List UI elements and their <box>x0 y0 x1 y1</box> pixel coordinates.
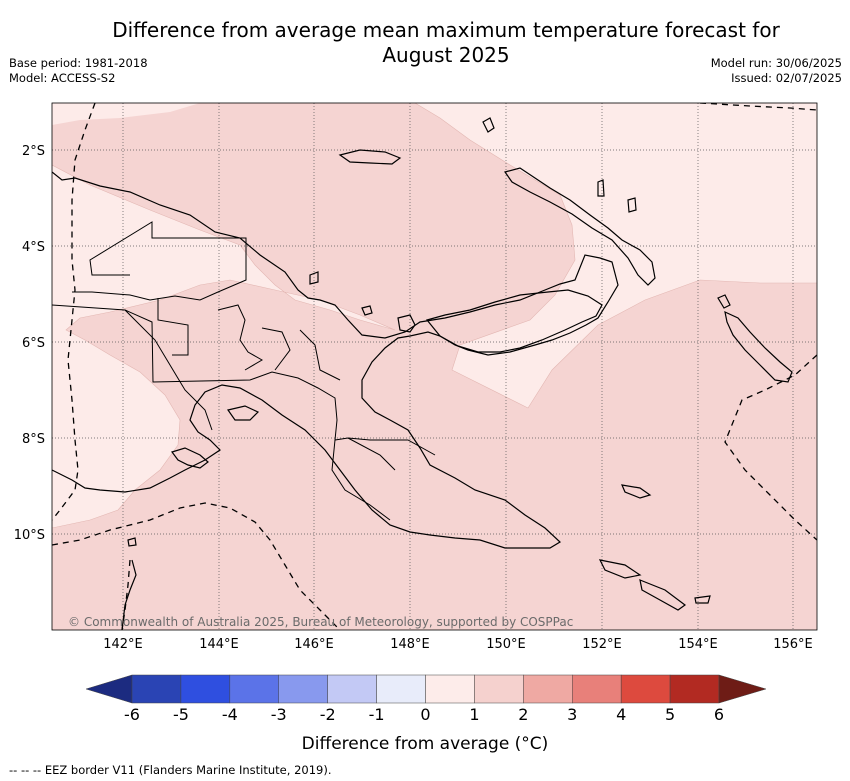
copyright-text: © Commonwealth of Australia 2025, Bureau… <box>68 615 573 629</box>
colorbar-title: Difference from average (°C) <box>302 734 549 754</box>
map-frame <box>51 102 818 631</box>
title-line-1: Difference from average mean maximum tem… <box>112 18 780 42</box>
island-6 <box>597 179 605 197</box>
colorbar-bin <box>572 674 622 704</box>
island-4 <box>482 117 495 133</box>
colorbar-bin <box>669 674 720 704</box>
colorbar-boxes <box>131 674 720 704</box>
y-tick-label: 8°S <box>22 432 45 447</box>
colorbar-bin <box>523 674 573 704</box>
island-7 <box>621 484 652 499</box>
x-tick-label: 148°E <box>390 637 430 652</box>
colorbar-label: -4 <box>222 705 238 724</box>
colorbar-bin <box>229 674 279 704</box>
new-guinea-coast <box>52 171 619 549</box>
island-9 <box>639 579 687 611</box>
colorbar-label: 3 <box>567 705 577 724</box>
colorbar-label: 4 <box>616 705 626 724</box>
x-tick-label: 150°E <box>486 637 526 652</box>
island-5 <box>627 197 637 213</box>
manus-coast <box>338 149 402 165</box>
colorbar-bin <box>278 674 328 704</box>
colorbar-label: 5 <box>665 705 675 724</box>
x-tick-label: 142°E <box>103 637 143 652</box>
x-tick-label: 152°E <box>582 637 622 652</box>
cape-york-coast <box>121 559 137 630</box>
island-11 <box>227 405 260 421</box>
colorbar-labels: -6 -5 -4 -3 -2 -1 0 1 2 3 4 5 6 <box>124 705 724 724</box>
island-8 <box>598 559 642 579</box>
colorbar-label: -5 <box>173 705 189 724</box>
x-tick-label: 154°E <box>678 637 718 652</box>
island-1 <box>309 271 319 285</box>
colorbar-label: -2 <box>320 705 336 724</box>
y-tick-label: 4°S <box>22 240 45 255</box>
eez-borders <box>52 103 817 630</box>
colorbar-bin <box>327 674 377 704</box>
island-10 <box>694 595 711 604</box>
issued-date: Issued: 02/07/2025 <box>731 71 842 85</box>
new-ireland-coast <box>504 167 656 286</box>
model-run: Model run: 30/06/2025 <box>710 56 842 70</box>
province-borders <box>72 221 436 521</box>
colorbar-label: 6 <box>714 705 724 724</box>
meta-right: Model run: 30/06/2025 Issued: 02/07/2025 <box>711 56 842 86</box>
x-axis-labels: 142°E 144°E 146°E 148°E 150°E 152°E 154°… <box>103 637 813 652</box>
colorbar-bin <box>620 674 671 704</box>
anomaly-zone-0-1-top <box>52 103 200 125</box>
anomaly-zone-0-1-north <box>414 103 817 409</box>
bougainville-coast <box>724 310 793 383</box>
colorbar-label: 0 <box>420 705 430 724</box>
eez-legend-note: -- -- -- EEZ border V11 (Flanders Marine… <box>9 763 332 777</box>
torres-islands <box>127 537 137 547</box>
colorbar-bin <box>376 674 426 704</box>
map-panel: © Commonwealth of Australia 2025, Bureau… <box>52 103 817 630</box>
new-britain-coast <box>425 289 603 353</box>
y-tick-label: 2°S <box>22 144 45 159</box>
y-axis-labels: 2°S 4°S 6°S 8°S 10°S <box>14 144 45 543</box>
title-line-2: August 2025 <box>382 43 510 67</box>
colorbar: -6 -5 -4 -3 -2 -1 0 1 2 3 4 5 6 Difference from aver… <box>85 674 767 754</box>
colorbar-label: -6 <box>124 705 140 724</box>
colorbar-label: 2 <box>518 705 528 724</box>
colorbar-label: -3 <box>271 705 287 724</box>
buka-coast <box>717 294 731 309</box>
base-period: Base period: 1981-2018 <box>9 56 148 70</box>
colorbar-label: 1 <box>469 705 479 724</box>
x-tick-label: 156°E <box>773 637 813 652</box>
colorbar-bin <box>180 674 231 704</box>
colorbar-bin <box>131 674 182 704</box>
anomaly-zone-0-1-west <box>52 164 396 529</box>
fly-delta <box>171 447 209 469</box>
y-tick-label: 10°S <box>14 528 45 543</box>
meta-left: Base period: 1981-2018 Model: ACCESS-S2 <box>9 56 148 86</box>
map-title: Difference from average mean maximum tem… <box>90 18 802 68</box>
colorbar-label: -1 <box>369 705 385 724</box>
colorbar-bin <box>474 674 524 704</box>
x-tick-label: 146°E <box>294 637 334 652</box>
colorbar-over-arrow <box>718 674 767 704</box>
intl-border <box>52 304 213 431</box>
x-tick-label: 144°E <box>199 637 239 652</box>
y-tick-label: 6°S <box>22 336 45 351</box>
colorbar-bin <box>425 674 475 704</box>
coastlines <box>52 117 793 630</box>
colorbar-under-arrow <box>85 674 133 704</box>
model-name: Model: ACCESS-S2 <box>9 71 116 85</box>
island-3 <box>361 305 373 316</box>
island-2 <box>397 314 416 333</box>
